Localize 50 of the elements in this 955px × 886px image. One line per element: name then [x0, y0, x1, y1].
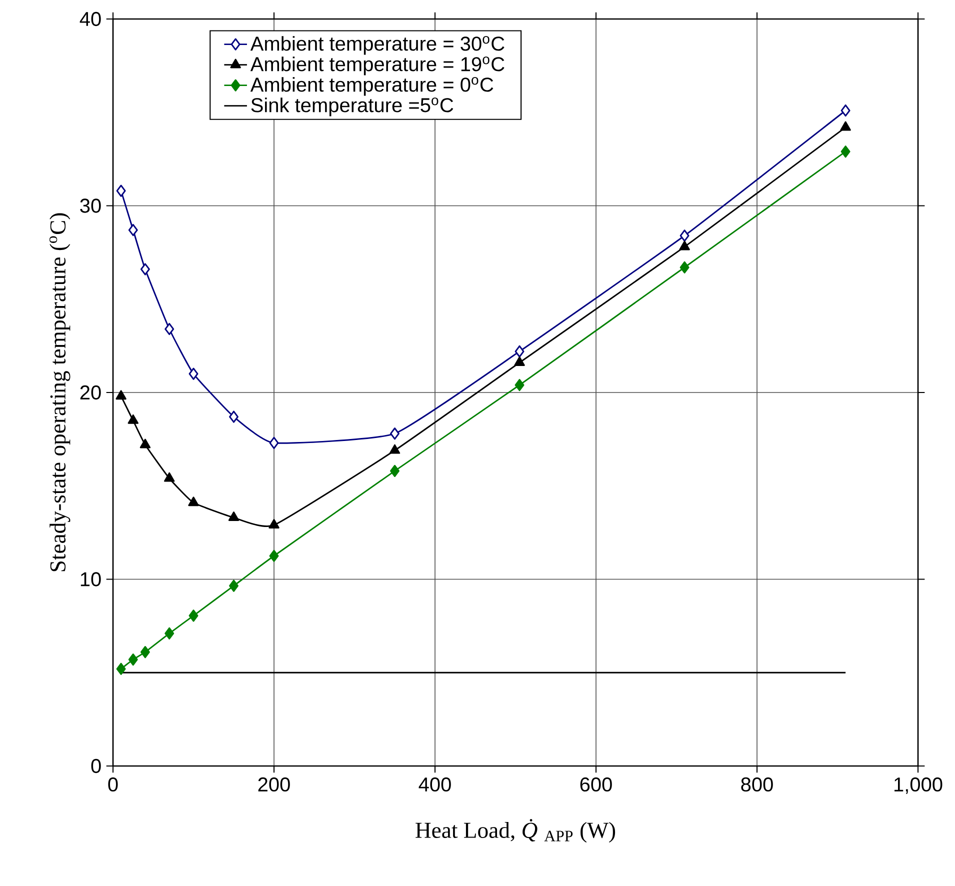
point: [514, 378, 524, 392]
point: [390, 464, 400, 477]
point: [164, 322, 174, 336]
point: [140, 438, 151, 448]
point: [229, 410, 238, 423]
point: [140, 263, 150, 276]
legend-label: Ambient temperature = 0$^{o}$C: [250, 77, 494, 96]
point: [128, 414, 138, 424]
point: [840, 121, 851, 131]
point: [188, 368, 198, 380]
point: [680, 230, 690, 242]
x-tick-label: 200: [258, 777, 290, 792]
point: [164, 472, 175, 482]
point: [116, 662, 126, 675]
point: [228, 512, 240, 522]
legend-label: Ambient temperature = 30$^{o}$C: [250, 36, 504, 55]
point: [680, 261, 690, 274]
point: [128, 224, 138, 236]
point: [164, 627, 174, 640]
point: [269, 550, 279, 562]
x-tick-label: 1,000: [894, 777, 942, 794]
x-tick-label: 800: [741, 777, 773, 792]
x-tick-label: 400: [418, 777, 451, 792]
point: [140, 646, 150, 658]
y-tick-label: 10: [80, 572, 101, 586]
y-axis-title: Steady-state operating temperature ($^{o}$C): [49, 213, 70, 572]
x-tick-label: 600: [580, 777, 612, 792]
point: [188, 610, 198, 622]
point: [840, 146, 850, 158]
legend-label: Ambient temperature = 19$^{o}$C: [250, 56, 504, 76]
y-tick-label: 30: [80, 198, 101, 213]
point: [269, 436, 279, 449]
y-tick-label: 0: [91, 758, 101, 774]
point: [188, 496, 199, 506]
point: [389, 444, 400, 454]
x-axis-title: Heat Load, Q̇$_{APP}$ (W): [416, 819, 616, 843]
point: [116, 390, 126, 400]
point: [390, 428, 400, 440]
point: [229, 580, 238, 592]
point: [679, 240, 690, 250]
point: [514, 345, 524, 358]
x-tick-label: 0: [108, 777, 118, 792]
y-tick-label: 40: [80, 12, 101, 26]
point: [514, 356, 525, 366]
y-tick-label: 20: [80, 385, 101, 400]
point: [116, 184, 126, 197]
legend-label: Sink temperature =5$^{o}$C: [251, 98, 454, 116]
point: [840, 104, 850, 117]
point: [128, 653, 138, 666]
point: [268, 519, 280, 528]
